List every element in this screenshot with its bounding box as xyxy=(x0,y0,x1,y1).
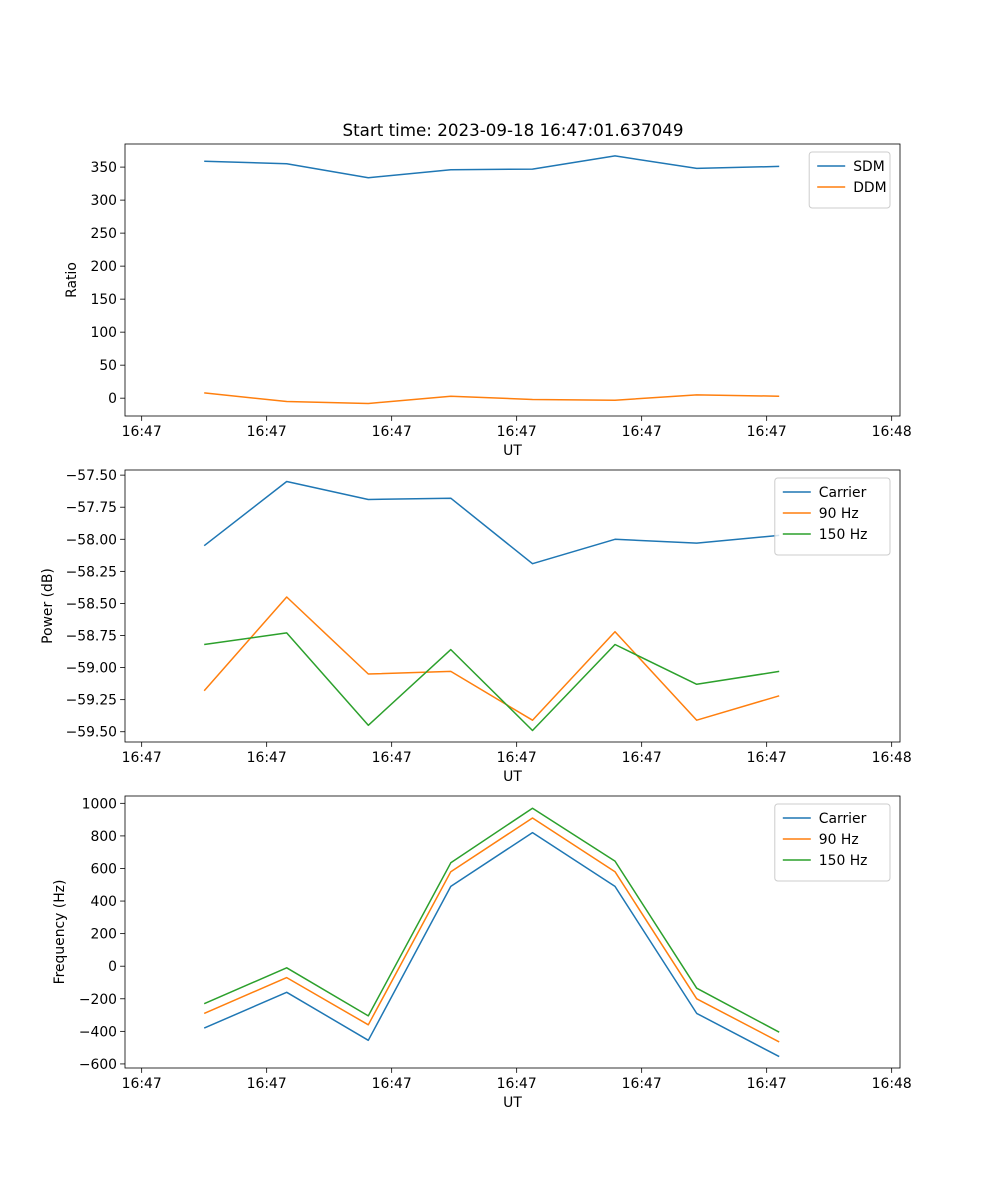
y-tick-label: −400 xyxy=(79,1024,117,1040)
y-tick-label: −57.75 xyxy=(66,500,117,516)
y-tick-label: 350 xyxy=(90,160,117,176)
legend: Carrier 90 Hz 150 Hz xyxy=(774,803,891,882)
y-tick-label: 200 xyxy=(90,259,117,275)
y-axis-label: Ratio xyxy=(64,262,80,298)
x-tick-label: 16:48 xyxy=(872,750,912,766)
x-tick-label: 16:47 xyxy=(497,424,537,440)
y-tick-label: 200 xyxy=(90,927,117,943)
x-axis-label: UT xyxy=(503,443,522,459)
x-tick-label: 16:47 xyxy=(247,424,287,440)
legend-label: Carrier xyxy=(819,811,867,827)
y-tick-label: 0 xyxy=(108,391,117,407)
series-line-sdm xyxy=(204,155,780,179)
y-tick-label: −59.25 xyxy=(66,693,117,709)
legend: Carrier 90 Hz 150 Hz xyxy=(774,477,891,556)
axes-frame xyxy=(124,469,901,743)
x-tick-label: 16:47 xyxy=(747,424,787,440)
x-tick-label: 16:47 xyxy=(622,750,662,766)
y-tick-label: −600 xyxy=(79,1057,117,1073)
y-tick-label: 50 xyxy=(99,358,117,374)
legend-label: 150 Hz xyxy=(819,853,868,869)
series-line-150-hz xyxy=(203,807,780,1033)
legend-label: SDM xyxy=(853,159,885,175)
subplots: 16:47 16:47 16:47 16:47 16:47 16:47 16:48 0 50 10… xyxy=(40,143,912,1111)
x-tick-label: 16:47 xyxy=(122,424,162,440)
y-tick-label: 600 xyxy=(90,861,117,877)
subplot-frequency: 16:47 16:47 16:47 16:47 16:47 16:47 16:48 −600 −… xyxy=(52,795,912,1111)
legend-label: 90 Hz xyxy=(819,832,859,848)
legend-label: 90 Hz xyxy=(819,506,859,522)
x-tick-label: 16:47 xyxy=(372,1076,412,1092)
legend-label: 150 Hz xyxy=(819,527,868,543)
y-tick-label: 0 xyxy=(108,959,117,975)
x-tick-label: 16:47 xyxy=(122,1076,162,1092)
x-tick-label: 16:47 xyxy=(622,1076,662,1092)
y-axis-label: Power (dB) xyxy=(40,568,56,644)
x-tick-label: 16:47 xyxy=(247,1076,287,1092)
series-line-150-hz xyxy=(204,632,780,732)
legend-box xyxy=(774,803,891,882)
y-tick-label: −58.75 xyxy=(66,629,117,645)
y-tick-label: −59.00 xyxy=(66,661,117,677)
x-tick-label: 16:47 xyxy=(247,750,287,766)
y-tick-label: 250 xyxy=(90,226,117,242)
y-tick-label: 100 xyxy=(90,325,117,341)
legend-label: DDM xyxy=(853,180,886,196)
legend-box xyxy=(774,477,891,556)
series-line-ddm xyxy=(204,392,780,405)
x-tick-label: 16:48 xyxy=(872,1076,912,1092)
x-tick-label: 16:47 xyxy=(372,424,412,440)
y-axis-label: Frequency (Hz) xyxy=(52,880,68,985)
y-tick-label: 800 xyxy=(90,829,117,845)
x-tick-label: 16:47 xyxy=(747,1076,787,1092)
y-tick-label: −58.25 xyxy=(66,564,117,580)
subplot-power: 16:47 16:47 16:47 16:47 16:47 16:47 16:48 −59.5… xyxy=(40,468,912,785)
series-line-90-hz xyxy=(203,817,780,1043)
y-tick-label: 400 xyxy=(90,894,117,910)
x-tick-label: 16:47 xyxy=(372,750,412,766)
x-tick-label: 16:47 xyxy=(622,424,662,440)
y-tick-label: −200 xyxy=(79,992,117,1008)
x-tick-label: 16:47 xyxy=(122,750,162,766)
y-tick-label: −59.50 xyxy=(66,725,117,741)
x-tick-label: 16:47 xyxy=(497,750,537,766)
subplot-ratio: 16:47 16:47 16:47 16:47 16:47 16:47 16:48 0 50 10… xyxy=(64,143,912,459)
y-tick-label: 300 xyxy=(90,193,117,209)
series-line-90-hz xyxy=(203,596,780,721)
series-line-carrier xyxy=(203,480,780,565)
y-tick-label: −58.50 xyxy=(66,596,117,612)
axes-frame xyxy=(124,795,901,1069)
y-tick-label: 150 xyxy=(90,292,117,308)
axes-frame xyxy=(124,143,901,417)
legend-label: Carrier xyxy=(819,485,867,501)
y-tick-label: −58.00 xyxy=(66,532,117,548)
chart-title: Start time: 2023-09-18 16:47:01.637049 xyxy=(343,120,684,140)
legend: SDM DDM xyxy=(808,151,891,209)
y-tick-label: 1000 xyxy=(82,796,117,812)
x-axis-label: UT xyxy=(503,1095,522,1111)
x-tick-label: 16:47 xyxy=(747,750,787,766)
x-tick-label: 16:48 xyxy=(872,424,912,440)
x-axis-label: UT xyxy=(503,769,522,785)
series-line-carrier xyxy=(203,831,780,1058)
y-tick-label: −57.50 xyxy=(66,468,117,484)
x-tick-label: 16:47 xyxy=(497,1076,537,1092)
